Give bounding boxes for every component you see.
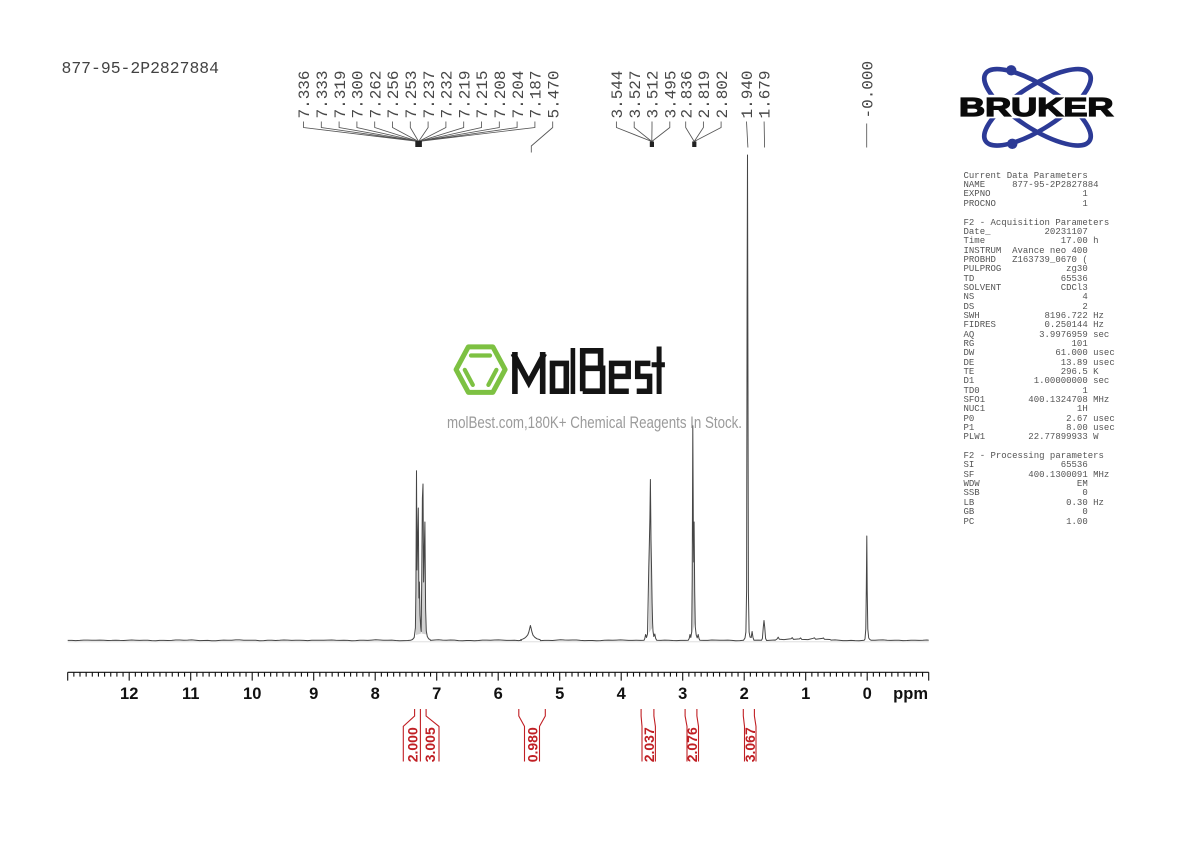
svg-text:BRUKER: BRUKER xyxy=(959,92,1114,122)
svg-text:7.237: 7.237 xyxy=(421,70,439,118)
svg-text:3.544: 3.544 xyxy=(609,70,627,118)
svg-text:877-95-2P2827884: 877-95-2P2827884 xyxy=(62,60,220,79)
svg-text:2.836: 2.836 xyxy=(678,70,696,118)
svg-text:7.204: 7.204 xyxy=(510,70,528,118)
svg-text:10: 10 xyxy=(243,685,261,703)
svg-text:3.512: 3.512 xyxy=(645,70,663,118)
svg-text:7.253: 7.253 xyxy=(403,70,421,118)
svg-text:7.336: 7.336 xyxy=(296,70,314,118)
svg-text:0: 0 xyxy=(863,685,872,703)
svg-text:2.819: 2.819 xyxy=(696,70,714,118)
svg-text:molBest.com,180K+ Chemical Rea: molBest.com,180K+ Chemical Reagents In S… xyxy=(447,413,742,432)
svg-text:ppm: ppm xyxy=(893,685,928,703)
svg-text:2.000: 2.000 xyxy=(404,727,420,762)
svg-text:1.679: 1.679 xyxy=(757,70,775,118)
svg-text:7.319: 7.319 xyxy=(332,70,350,118)
svg-text:3.495: 3.495 xyxy=(663,70,681,118)
svg-text:7.256: 7.256 xyxy=(385,70,403,118)
svg-text:8: 8 xyxy=(371,685,380,703)
svg-text:7.215: 7.215 xyxy=(474,70,492,118)
svg-text:7.333: 7.333 xyxy=(314,70,332,118)
svg-text:1.940: 1.940 xyxy=(739,70,757,118)
svg-text:3.005: 3.005 xyxy=(422,727,438,762)
svg-text:12: 12 xyxy=(120,685,138,703)
svg-text:3.527: 3.527 xyxy=(627,70,645,118)
svg-text:6: 6 xyxy=(494,685,503,703)
svg-text:9: 9 xyxy=(309,685,318,703)
svg-text:1: 1 xyxy=(801,685,810,703)
svg-text:2: 2 xyxy=(740,685,749,703)
svg-text:7.187: 7.187 xyxy=(528,70,546,118)
svg-text:2.802: 2.802 xyxy=(714,70,732,118)
svg-text:-0.000: -0.000 xyxy=(859,61,877,119)
svg-text:7.300: 7.300 xyxy=(350,70,368,118)
svg-text:3: 3 xyxy=(678,685,687,703)
svg-text:7.262: 7.262 xyxy=(367,70,385,118)
svg-text:2.037: 2.037 xyxy=(641,727,657,762)
svg-text:7: 7 xyxy=(432,685,441,703)
svg-text:5.470: 5.470 xyxy=(545,70,563,118)
svg-text:7.208: 7.208 xyxy=(492,70,510,118)
svg-text:5: 5 xyxy=(555,685,564,703)
svg-text:7.232: 7.232 xyxy=(439,70,457,118)
svg-text:4: 4 xyxy=(617,685,627,703)
svg-text:0.980: 0.980 xyxy=(524,727,540,762)
svg-text:7.219: 7.219 xyxy=(456,70,474,118)
svg-text:11: 11 xyxy=(182,685,199,703)
svg-text:3.067: 3.067 xyxy=(742,727,758,762)
svg-text:2.076: 2.076 xyxy=(684,727,700,762)
